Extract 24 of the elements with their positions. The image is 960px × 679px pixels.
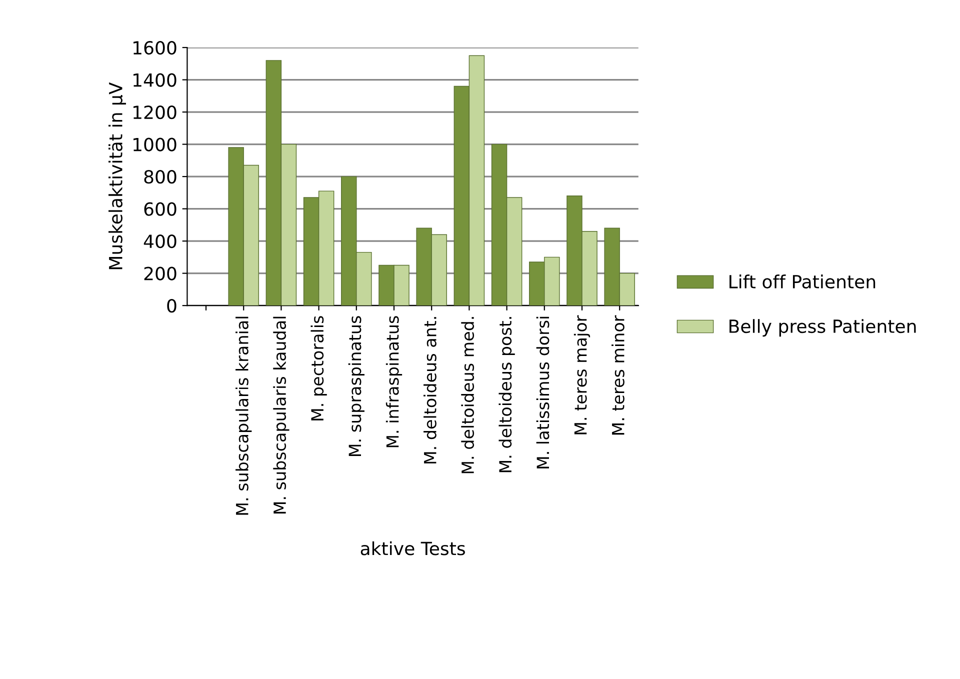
legend-label: Lift off Patienten (730, 274, 876, 289)
x-tick-label: M. deltoideus post. (498, 317, 515, 472)
y-axis-title: Muskelaktivität in µV (108, 82, 126, 270)
y-tick-label: 800 (144, 170, 176, 184)
y-tick-label: 1200 (134, 105, 176, 120)
x-tick-label: M. teres major (574, 315, 590, 434)
x-tick-label: M. subscapularis kranial (236, 316, 252, 515)
x-tick-label: M. infraspinatus (386, 316, 402, 448)
x-tick-label: M. latissimus dorsi (536, 316, 550, 468)
y-tick-label: 1400 (134, 73, 176, 87)
y-tick-label: 0 (167, 299, 176, 313)
x-tick-label: M. subscapularis kaudal (273, 316, 290, 514)
y-tick-label: 1600 (134, 40, 176, 55)
y-tick-label: 400 (144, 234, 176, 248)
x-tick-label: M. pectoralis (310, 316, 327, 420)
legend-label: Belly press Patienten (730, 319, 916, 337)
y-tick-label: 1000 (134, 138, 176, 152)
x-tick-label: M. deltoideus med. (461, 317, 474, 474)
y-tick-label: 200 (144, 266, 176, 280)
x-axis-title: aktive Tests (360, 541, 465, 556)
x-tick-label: M. teres minor (612, 315, 624, 435)
x-tick-label: M. deltoideus ant. (424, 317, 436, 464)
y-tick-label: 600 (144, 202, 176, 216)
x-tick-label: M. supraspinatus (348, 316, 364, 456)
